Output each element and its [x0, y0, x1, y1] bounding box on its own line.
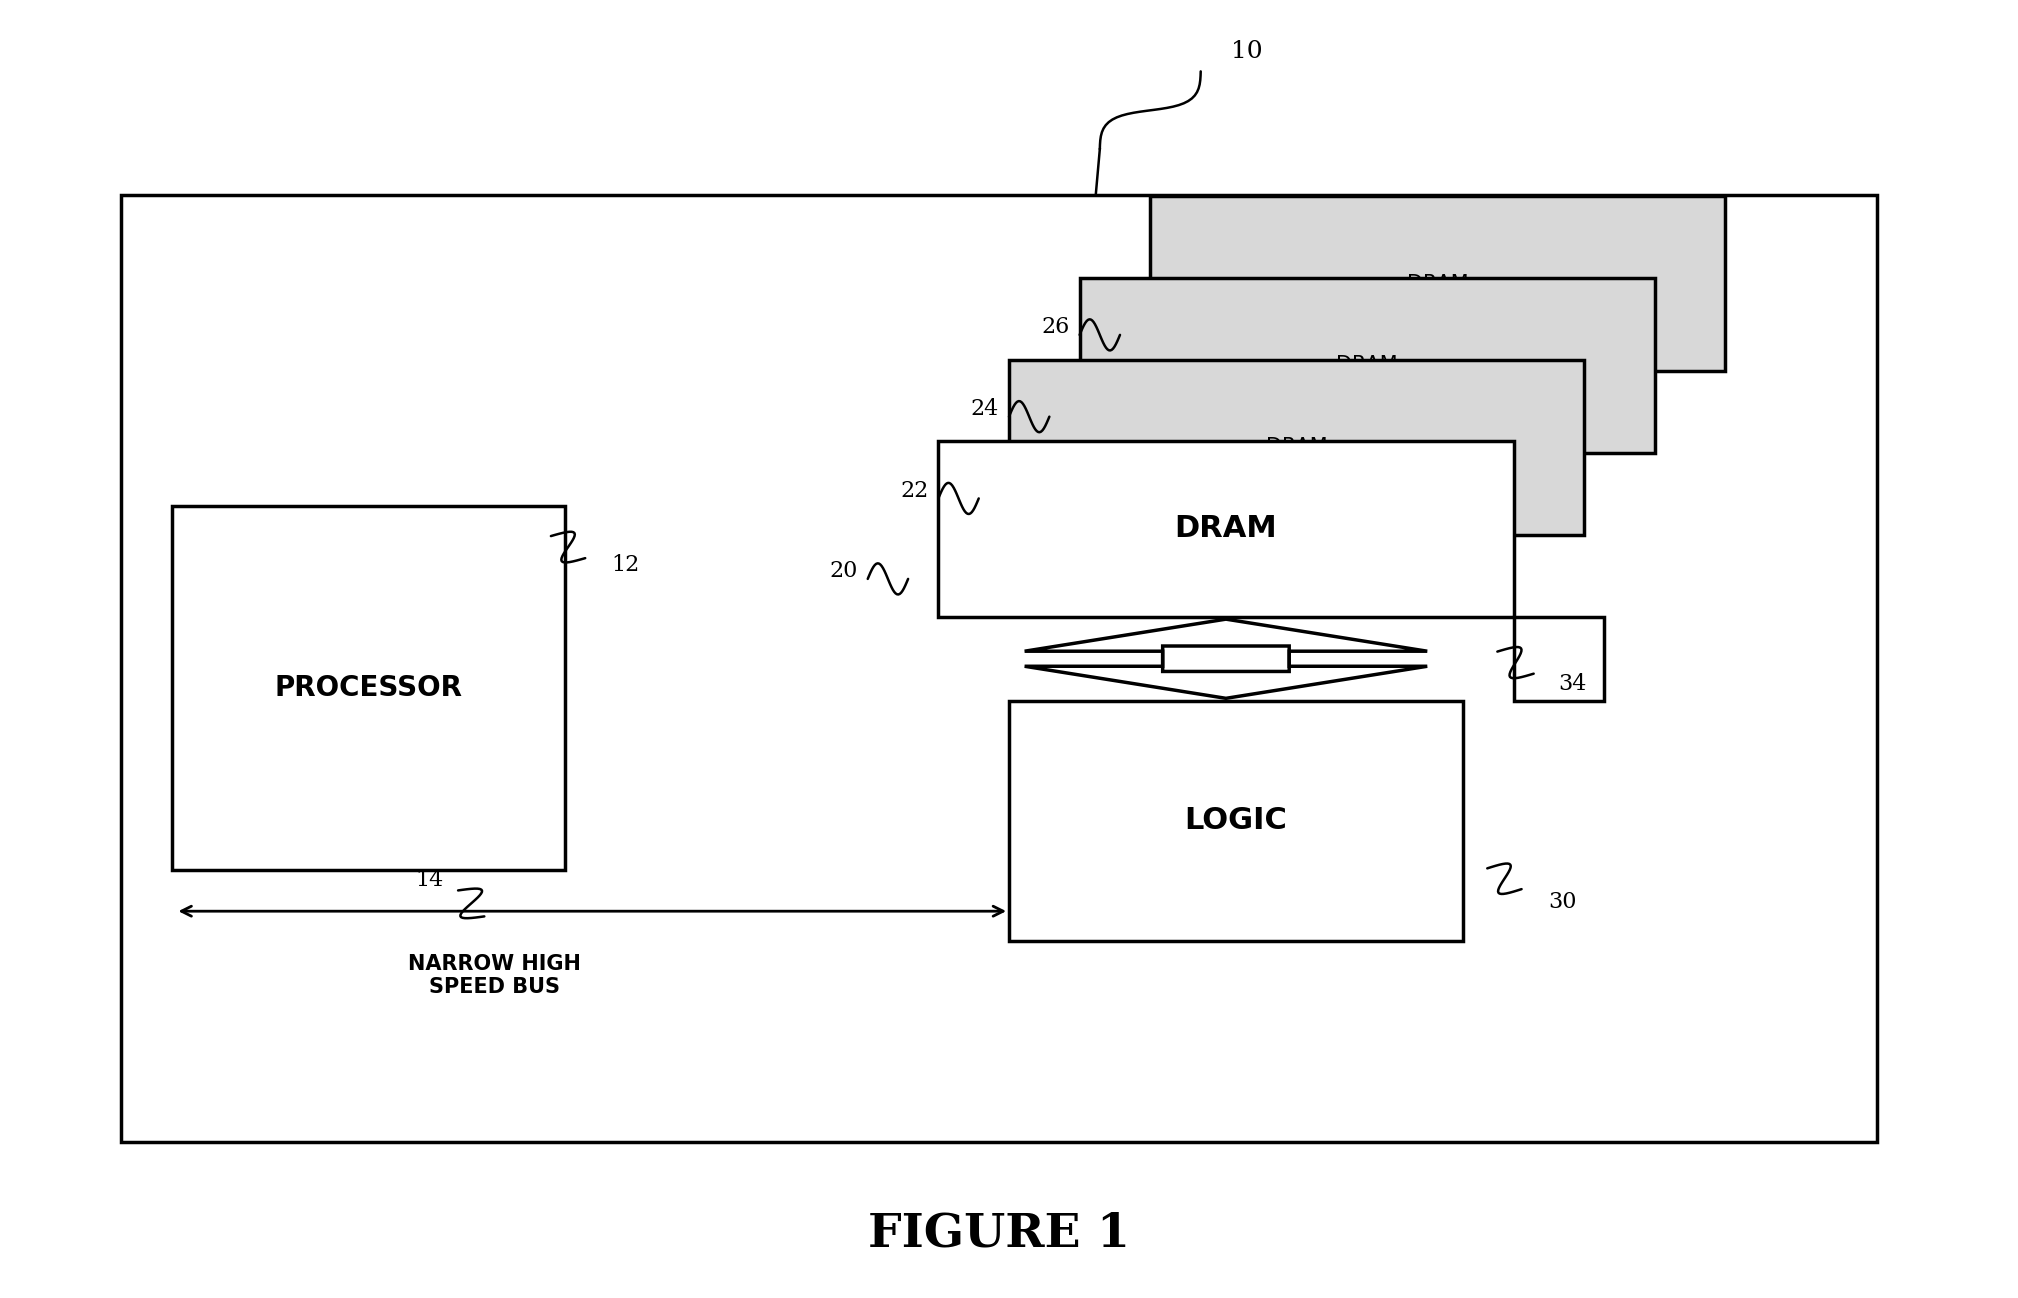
Text: 10: 10: [1231, 40, 1263, 64]
Text: 34: 34: [1558, 674, 1586, 694]
Bar: [1514, 617, 1604, 701]
Bar: [1150, 196, 1725, 371]
Text: DRAM: DRAM: [1174, 514, 1277, 544]
Bar: [938, 441, 1514, 617]
Bar: [1009, 360, 1584, 535]
Text: FIGURE 1: FIGURE 1: [868, 1210, 1130, 1256]
Bar: [1009, 701, 1463, 941]
Text: DRAM: DRAM: [1336, 356, 1398, 375]
Text: 14: 14: [416, 870, 444, 890]
Text: 12: 12: [611, 554, 640, 575]
Text: 20: 20: [829, 561, 858, 582]
Text: NARROW HIGH
SPEED BUS: NARROW HIGH SPEED BUS: [408, 954, 581, 997]
Text: PROCESSOR: PROCESSOR: [274, 674, 462, 702]
Bar: [1080, 278, 1655, 453]
Bar: [172, 506, 565, 870]
Text: 30: 30: [1548, 892, 1576, 912]
Bar: [121, 195, 1877, 1142]
Text: 26: 26: [1041, 317, 1070, 337]
Text: DRAM: DRAM: [1265, 437, 1328, 457]
Text: 24: 24: [971, 398, 999, 419]
Text: DRAM: DRAM: [1407, 274, 1469, 293]
Text: LOGIC: LOGIC: [1185, 806, 1287, 836]
Text: 22: 22: [900, 480, 928, 501]
